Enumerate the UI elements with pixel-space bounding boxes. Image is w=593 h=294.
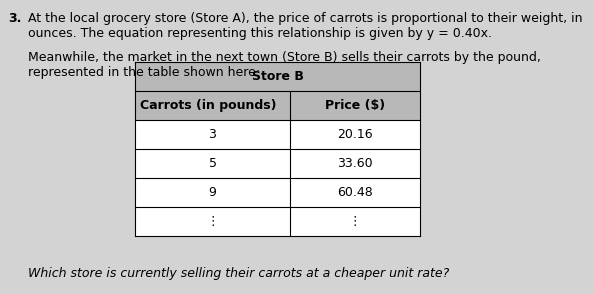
Text: 5: 5	[209, 157, 216, 170]
Bar	[135, 62, 420, 91]
Text: represented in the table shown here:: represented in the table shown here:	[28, 66, 260, 79]
Text: Store B: Store B	[251, 70, 304, 83]
Text: ⋮: ⋮	[349, 215, 361, 228]
Text: ounces. The equation representing this relationship is given by y = 0.40x.: ounces. The equation representing this r…	[28, 26, 492, 39]
Text: 33.60: 33.60	[337, 157, 373, 170]
Text: 3: 3	[209, 128, 216, 141]
Text: 9: 9	[209, 186, 216, 199]
Text: Price ($): Price ($)	[325, 99, 385, 112]
Text: ⋮: ⋮	[206, 215, 219, 228]
Text: At the local grocery store (Store A), the price of carrots is proportional to th: At the local grocery store (Store A), th…	[28, 12, 582, 25]
Bar	[135, 178, 420, 207]
Text: 3.: 3.	[8, 12, 21, 25]
Text: 20.16: 20.16	[337, 128, 373, 141]
Bar	[135, 207, 420, 236]
Bar	[135, 120, 420, 149]
Text: 60.48: 60.48	[337, 186, 373, 199]
Bar	[135, 91, 420, 120]
Text: Which store is currently selling their carrots at a cheaper unit rate?: Which store is currently selling their c…	[28, 267, 449, 280]
Text: Carrots (in pounds): Carrots (in pounds)	[140, 99, 276, 112]
Text: Meanwhile, the market in the next town (Store B) sells their carrots by the poun: Meanwhile, the market in the next town (…	[28, 51, 541, 64]
Bar	[135, 149, 420, 178]
